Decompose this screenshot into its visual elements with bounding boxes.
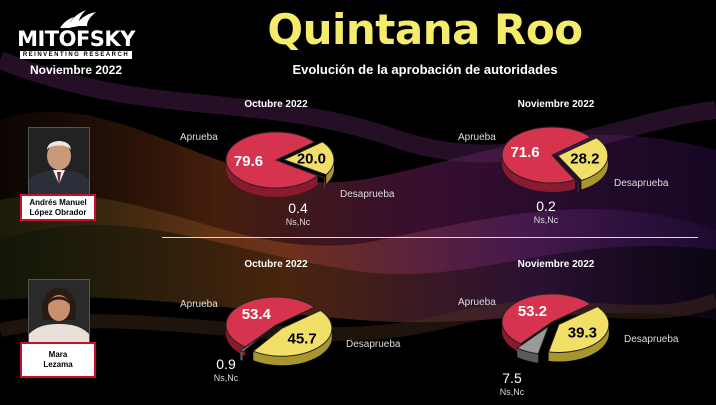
pie-slice-aprueba (225, 131, 319, 189)
legend-aprueba: Aprueba (180, 299, 218, 310)
pie-chart-4: 53.2 39.3 Noviembre 2022 Aprueba Desaprueba 7… (458, 259, 679, 397)
pie-slice-side-desaprueba (581, 155, 608, 190)
pie-value-nsnc: 0.9 (216, 356, 236, 372)
logo-name: MITOFSKY (17, 27, 135, 51)
legend-desaprueba: Desaprueba (346, 339, 401, 350)
pie-chart-1: 79.6 20.0 Octubre 2022 Aprueba Desaprueba 0.4… (180, 99, 395, 227)
page-title: Quintana Roo (267, 5, 583, 54)
pie-slice-aprueba (501, 126, 592, 184)
pie-slice-side-aprueba (502, 155, 575, 192)
logo-date: Noviembre 2022 (29, 63, 123, 77)
legend-aprueba: Aprueba (458, 132, 496, 143)
lezama-name-line2: Lezama (43, 360, 73, 369)
pie-slice-side-nsnc (324, 177, 325, 188)
amlo-name-line2: López Obrador (29, 208, 87, 217)
pie-chart-title: Noviembre 2022 (518, 99, 595, 110)
pie-slice-side-nsnc (240, 350, 243, 361)
legend-aprueba: Aprueba (458, 297, 496, 308)
pie-value-desaprueba: 28.2 (570, 151, 599, 168)
birds-logo-icon (60, 10, 96, 28)
pie-chart-3: 53.4 45.7 Octubre 2022 Aprueba Desaprueba 0.9… (180, 259, 401, 383)
amlo-name-box: Andrés Manuel López Obrador (20, 194, 96, 221)
pie-chart-title: Octubre 2022 (244, 99, 308, 110)
pie-value-nsnc: 0.4 (288, 200, 308, 216)
pie-value-aprueba: 53.2 (518, 303, 547, 320)
pie-slice-aprueba (225, 296, 316, 348)
pie-chart-title: Octubre 2022 (244, 259, 308, 270)
legend-nsnc: Ns,Nc (214, 373, 239, 383)
pie-slice-side-nsnc (517, 348, 539, 363)
legend-nsnc: Ns,Nc (500, 387, 525, 397)
pie-chart-title: Noviembre 2022 (518, 259, 595, 270)
legend-desaprueba: Desaprueba (340, 189, 395, 200)
legend-nsnc: Ns,Nc (534, 215, 559, 225)
pie-slice-side-desaprueba (326, 159, 334, 184)
legend-desaprueba: Desaprueba (624, 334, 679, 345)
amlo-photo (28, 127, 90, 195)
pie-slice-desaprueba (547, 306, 610, 353)
pie-value-desaprueba: 39.3 (568, 324, 597, 341)
pie-slice-side-aprueba (226, 160, 318, 197)
section-divider (162, 237, 698, 238)
pie-slice-nsnc (282, 162, 326, 179)
pie-value-aprueba: 53.4 (242, 306, 272, 323)
lezama-photo (28, 279, 90, 347)
lezama-name-box: Mara Lezama (20, 342, 96, 378)
pie-value-desaprueba: 20.0 (297, 151, 326, 168)
pie-slice-side-aprueba (502, 322, 521, 353)
pie-slice-nsnc (516, 325, 550, 355)
pie-slice-desaprueba (282, 141, 335, 176)
page-subtitle: Evolución de la aprobación de autoridade… (292, 62, 558, 77)
logo-tagline: REINVENTING RESEARCH (20, 51, 132, 59)
pie-slice-nsnc (554, 157, 580, 184)
pie-slice-side-nsnc (577, 182, 579, 193)
pie-slice-desaprueba (252, 309, 333, 357)
portrait-icon (29, 128, 89, 194)
pie-slice-aprueba (501, 293, 592, 345)
pie-slice-side-desaprueba (548, 324, 609, 362)
pie-value-aprueba: 79.6 (234, 153, 263, 170)
pie-slice-side-aprueba (226, 325, 246, 357)
amlo-name-line1: Andrés Manuel (29, 198, 87, 207)
portrait-icon (29, 280, 89, 346)
pie-value-desaprueba: 45.7 (288, 331, 317, 348)
pie-chart-2: 71.6 28.2 Noviembre 2022 Aprueba Desaprueba 0… (458, 99, 669, 225)
legend-aprueba: Aprueba (180, 132, 218, 143)
mitofsky-logo: MITOFSKY REINVENTING RESEARCH Noviembre … (14, 6, 138, 77)
pie-value-aprueba: 71.6 (510, 144, 539, 161)
pie-slice-nsnc (239, 328, 272, 353)
lezama-name-line1: Mara (48, 350, 68, 359)
pie-value-nsnc: 0.2 (536, 198, 556, 214)
pie-value-nsnc: 7.5 (502, 370, 522, 386)
legend-nsnc: Ns,Nc (286, 217, 311, 227)
pie-slice-desaprueba (557, 137, 609, 181)
legend-desaprueba: Desaprueba (614, 178, 669, 189)
